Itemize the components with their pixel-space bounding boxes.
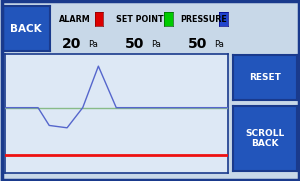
Text: SET POINT: SET POINT (116, 14, 163, 24)
Text: PRESSURE: PRESSURE (180, 14, 227, 24)
Text: 50: 50 (124, 37, 144, 51)
Text: Pa: Pa (152, 40, 161, 49)
Text: 50: 50 (188, 37, 207, 51)
Text: RESET: RESET (249, 73, 281, 82)
Text: Pa: Pa (214, 40, 224, 49)
Text: Pa: Pa (88, 40, 98, 49)
Text: ALARM: ALARM (58, 14, 90, 24)
Text: BACK: BACK (11, 24, 42, 33)
Text: 20: 20 (61, 37, 81, 51)
Text: SCROLL
BACK: SCROLL BACK (245, 129, 284, 148)
